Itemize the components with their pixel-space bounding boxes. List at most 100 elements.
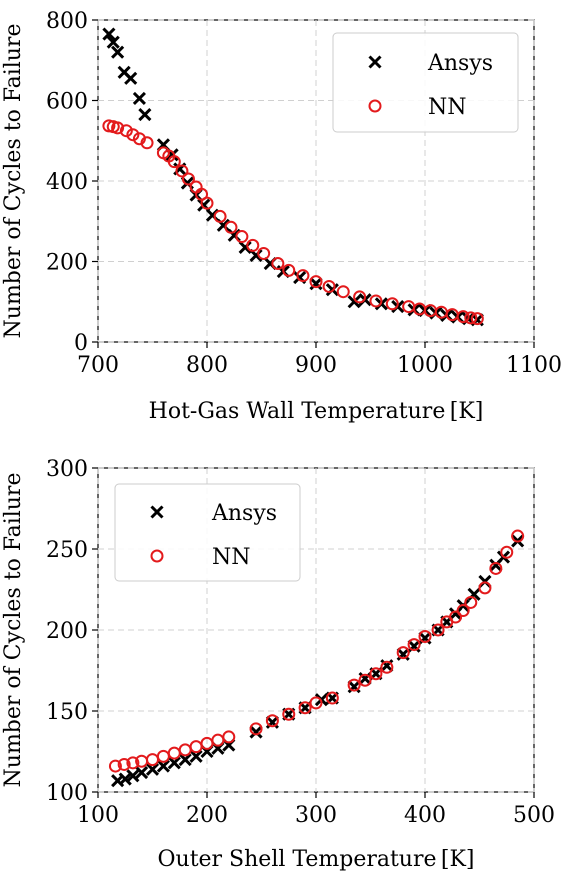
legend-swatch-ansys xyxy=(368,55,382,69)
data-point-nn xyxy=(140,136,154,150)
data-point-ansys xyxy=(106,35,120,49)
x-tick-label: 1000 xyxy=(397,353,453,378)
chart-panel-outer-shell: 100 200 300 400 500 100 150 200 250 300 Outer She… xyxy=(1,457,555,872)
x-tick-label: 200 xyxy=(186,803,228,828)
data-point-nn xyxy=(282,707,296,721)
legend-label-ansys: Ansys xyxy=(427,51,493,76)
x-tick-label: 800 xyxy=(186,353,228,378)
data-point-nn xyxy=(222,730,236,744)
data-point-nn xyxy=(380,660,394,674)
axis-ticks: 100 200 300 400 500 100 150 200 250 300 xyxy=(46,457,555,828)
data-point-nn xyxy=(347,678,361,692)
data-point-ansys xyxy=(189,749,203,763)
legend-label-nn: NN xyxy=(428,95,467,120)
legend-box xyxy=(332,32,519,133)
y-tick-label: 200 xyxy=(46,619,88,644)
data-point-nn xyxy=(322,279,336,293)
data-point-nn xyxy=(271,257,285,271)
data-point-nn xyxy=(117,757,131,771)
data-point-ansys xyxy=(118,772,132,786)
legend-box xyxy=(114,483,301,582)
data-points xyxy=(108,529,525,788)
data-point-nn xyxy=(449,610,463,624)
data-point-nn xyxy=(265,714,279,728)
legend-swatch-ansys xyxy=(150,505,164,519)
data-point-ansys xyxy=(145,762,160,776)
legend-swatch-nn xyxy=(368,99,382,113)
legend-marker-ansys xyxy=(150,505,164,519)
x-tick-label: 500 xyxy=(513,803,555,828)
data-point-nn xyxy=(369,667,383,681)
legend-marker-ansys xyxy=(368,55,382,69)
data-point-nn xyxy=(119,124,133,138)
data-point-nn xyxy=(235,230,249,244)
y-axis-label: Number of Cycles to Failure xyxy=(1,24,26,339)
data-points xyxy=(102,27,484,327)
y-tick-label: 300 xyxy=(46,457,88,482)
data-point-nn xyxy=(358,673,372,687)
grid xyxy=(97,19,535,343)
x-tick-label: 700 xyxy=(77,353,119,378)
y-tick-label: 400 xyxy=(46,170,88,195)
data-point-nn xyxy=(500,545,514,559)
axis-ticks: 700 800 900 1000 1100 0 200 400 600 800 xyxy=(46,9,562,378)
y-tick-label: 800 xyxy=(46,9,88,34)
data-point-nn xyxy=(418,629,432,643)
data-point-nn xyxy=(224,220,238,234)
legend-swatch-nn xyxy=(150,549,164,563)
data-point-nn xyxy=(489,561,503,575)
y-tick-label: 200 xyxy=(46,251,88,276)
y-tick-label: 100 xyxy=(46,781,88,806)
data-point-nn xyxy=(111,121,125,135)
data-point-nn xyxy=(396,646,410,660)
data-point-ansys xyxy=(111,45,125,59)
data-point-nn xyxy=(126,756,140,770)
data-point-nn xyxy=(257,246,271,260)
data-point-nn xyxy=(309,696,323,710)
data-point-nn xyxy=(478,581,492,595)
data-point-nn xyxy=(178,743,192,757)
data-point-ansys xyxy=(132,91,146,106)
data-point-ansys xyxy=(124,71,138,85)
data-point-nn xyxy=(175,164,189,178)
data-point-nn xyxy=(181,172,195,186)
data-point-ansys xyxy=(238,240,252,254)
data-point-nn xyxy=(200,196,214,210)
data-point-nn xyxy=(464,595,478,609)
chart-panel-hot-gas-wall: 700 800 900 1000 1100 0 200 400 600 800 Hot-Gas W… xyxy=(1,9,562,424)
data-point-nn xyxy=(456,310,470,324)
x-tick-label: 300 xyxy=(295,803,337,828)
y-tick-label: 150 xyxy=(46,700,88,725)
data-point-nn xyxy=(511,529,525,543)
data-point-nn xyxy=(325,691,339,705)
data-point-nn xyxy=(167,746,181,760)
data-point-nn xyxy=(189,740,203,754)
x-tick-label: 900 xyxy=(295,353,337,378)
x-axis-label: Outer Shell Temperature [K] xyxy=(157,847,474,872)
y-axis-label: Number of Cycles to Failure xyxy=(1,473,26,788)
data-point-nn xyxy=(108,759,122,773)
data-point-nn xyxy=(213,209,227,223)
data-point-nn xyxy=(456,604,470,618)
legend-marker-nn xyxy=(150,549,164,563)
data-point-nn xyxy=(249,722,263,736)
data-point-ansys xyxy=(167,756,181,770)
data-point-nn xyxy=(296,269,310,283)
data-point-ansys xyxy=(178,753,192,767)
data-point-ansys xyxy=(126,769,140,783)
data-point-nn xyxy=(407,638,421,652)
data-point-ansys xyxy=(249,725,263,739)
data-point-nn xyxy=(369,294,383,308)
data-point-ansys xyxy=(309,277,323,291)
data-point-ansys xyxy=(138,108,152,122)
data-point-nn xyxy=(298,701,312,715)
data-point-nn xyxy=(464,311,478,325)
data-point-nn xyxy=(167,155,181,169)
data-point-nn xyxy=(282,263,296,277)
data-point-nn xyxy=(126,128,140,142)
data-point-nn xyxy=(246,238,260,252)
data-point-nn xyxy=(431,623,445,637)
data-point-nn xyxy=(353,290,367,304)
y-tick-label: 600 xyxy=(46,90,88,115)
